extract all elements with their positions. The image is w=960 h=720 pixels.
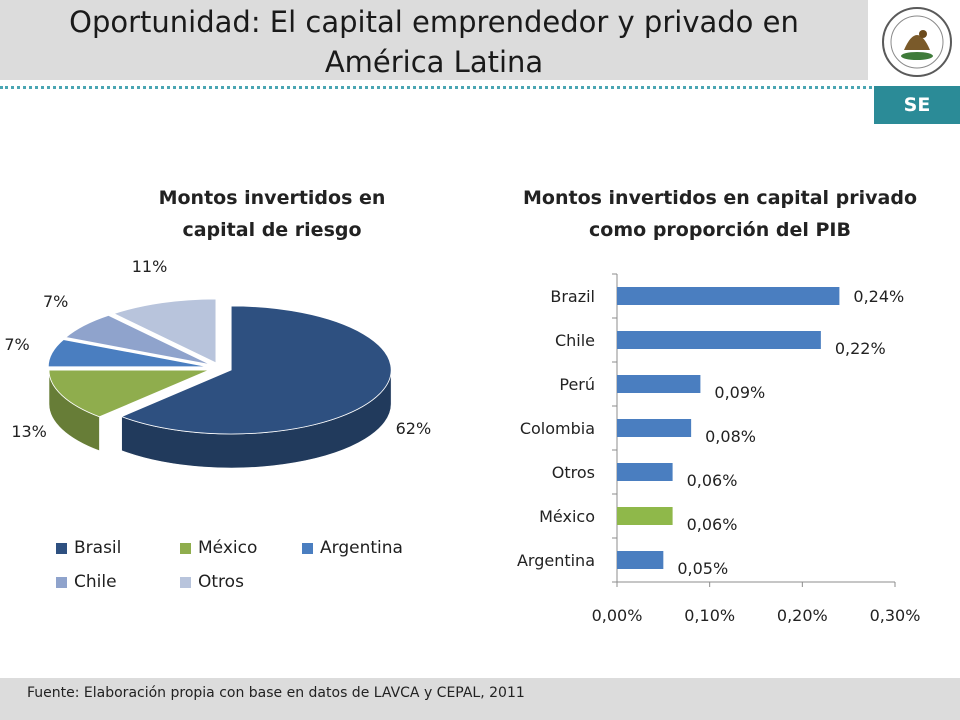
title-bar [0,0,868,80]
legend-swatch [56,542,67,554]
category-label: Perú [559,374,595,394]
pie-legend: Brasil México Argentina Chile Otros [56,538,436,598]
se-logo: SE [874,86,960,124]
bar-data-label: 0,05% [677,558,729,578]
bar-data-label: 0,08% [705,426,756,446]
title-divider [0,86,872,89]
pie-slice-otros [112,298,217,364]
bar-data-label: 0,22% [834,338,886,358]
bar-méxico [617,507,673,525]
bar-argentina [617,551,664,569]
category-label: Otros [551,462,595,482]
pie-chart-title: Montos invertidos en capital de riesgo [158,187,386,241]
pie-data-label: 11% [131,256,168,276]
pie-slice-brasil [120,305,392,435]
category-label: Brazil [550,286,595,306]
legend-item-méxico: México [180,538,257,558]
bar-data-label: 0,06% [686,514,738,534]
pie-data-label: 7% [42,292,69,312]
legend-item-otros: Otros [180,572,244,592]
mexican-seal-icon [882,7,952,77]
legend-item-argentina: Argentina [302,538,403,558]
bar-data-label: 0,24% [853,286,905,306]
legend-item-brasil: Brasil [56,538,121,558]
bar-brazil [617,287,840,305]
legend-label: Chile [74,572,117,592]
category-label: Argentina [516,550,595,570]
bar-chart-title: Montos invertidos en capital privado com… [523,187,917,241]
legend-item-chile: Chile [56,572,117,592]
x-tick-label: 0,20% [776,606,828,625]
pie-slice-méxico [48,369,210,418]
footer-bar [0,678,960,720]
x-tick-label: 0,10% [684,606,736,625]
source-note: Fuente: Elaboración propia con base en d… [27,685,525,701]
legend-swatch [180,576,191,588]
category-label: México [539,506,595,526]
x-tick-label: 0,00% [591,606,643,625]
pie-data-label: 62% [395,418,432,438]
bar-data-label: 0,09% [714,382,766,402]
legend-label: Brasil [74,538,122,558]
category-label: Colombia [519,418,595,438]
legend-swatch [56,576,67,588]
slide-title: Oportunidad: El capital emprendedor y pr… [69,5,799,79]
pie-data-label: 7% [4,334,30,354]
legend-label: Otros [198,572,244,592]
category-label: Chile [554,330,595,350]
legend-swatch [302,542,313,554]
x-tick-label: 0,30% [869,606,921,625]
pie-data-label: 13% [11,421,47,441]
pie-slice-argentina [47,339,209,368]
legend-swatch [180,542,191,554]
bar-colombia [617,419,692,437]
bar-perú [617,375,701,393]
bar-data-label: 0,06% [686,470,738,490]
legend-label: Argentina [320,538,403,558]
bar-otros [617,463,673,481]
legend-label: México [198,538,258,558]
pie-slice-chile [64,314,211,366]
bar-chile [617,331,821,349]
